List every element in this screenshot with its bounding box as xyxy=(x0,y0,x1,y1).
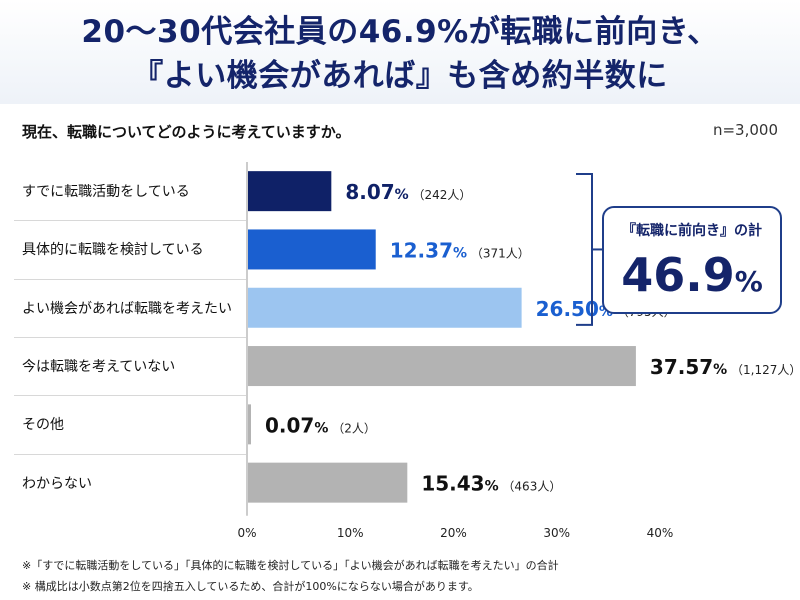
row-separator xyxy=(14,278,246,280)
x-tick-label: 40% xyxy=(647,526,674,540)
category-label: その他 xyxy=(22,417,64,434)
bar xyxy=(248,346,636,387)
category-label: 今は転職を考えていない xyxy=(22,359,176,376)
bar xyxy=(248,462,408,503)
footnote-2: ※ 構成比は小数点第2位を四捨五入しているため、合計が100%にならない場合があ… xyxy=(22,580,479,593)
bar xyxy=(248,404,251,445)
data-label: 15.43% （463人） xyxy=(421,472,561,496)
category-label: よい機会があれば転職を考えたい xyxy=(22,300,232,317)
x-tick-label: 30% xyxy=(543,526,570,540)
data-label: 8.07% （242人） xyxy=(345,180,471,204)
footnote-1: ※「すでに転職活動をしている」「具体的に転職を検討している」「よい機会があれば転… xyxy=(22,559,559,572)
title-line-1: 20～30代会社員の46.9%が転職に前向き、 xyxy=(81,14,719,50)
sample-size: n=3,000 xyxy=(712,121,778,139)
row-separator xyxy=(14,220,246,222)
row-separator xyxy=(14,395,246,397)
row-separator xyxy=(14,336,246,338)
bar xyxy=(248,229,376,270)
title-line-2: 『よい機会があれば』も含め約半数に xyxy=(132,58,668,94)
question-text: 現在、転職についてどのように考えていますか。 xyxy=(22,123,351,141)
x-tick-label: 0% xyxy=(237,526,256,540)
title-band xyxy=(0,0,800,104)
category-label: わからない xyxy=(22,475,92,492)
category-label: すでに転職活動をしている xyxy=(22,184,190,201)
callout-number: 46.9 xyxy=(621,248,735,302)
callout-box: 『転職に前向き』の計 46.9% xyxy=(602,206,782,314)
callout-label: 『転職に前向き』の計 xyxy=(622,223,762,239)
bar xyxy=(248,287,522,328)
data-label: 37.57% （1,127人） xyxy=(650,355,800,379)
bar xyxy=(248,171,332,212)
category-label: 具体的に転職を検討している xyxy=(22,242,204,259)
row-separator xyxy=(14,453,246,455)
data-label: 12.37% （371人） xyxy=(390,238,530,262)
callout-unit: % xyxy=(734,265,763,298)
data-label: 0.07% （2人） xyxy=(265,413,376,437)
callout-value: 46.9% xyxy=(604,248,780,302)
x-tick-label: 10% xyxy=(337,526,364,540)
x-tick-label: 20% xyxy=(440,526,467,540)
